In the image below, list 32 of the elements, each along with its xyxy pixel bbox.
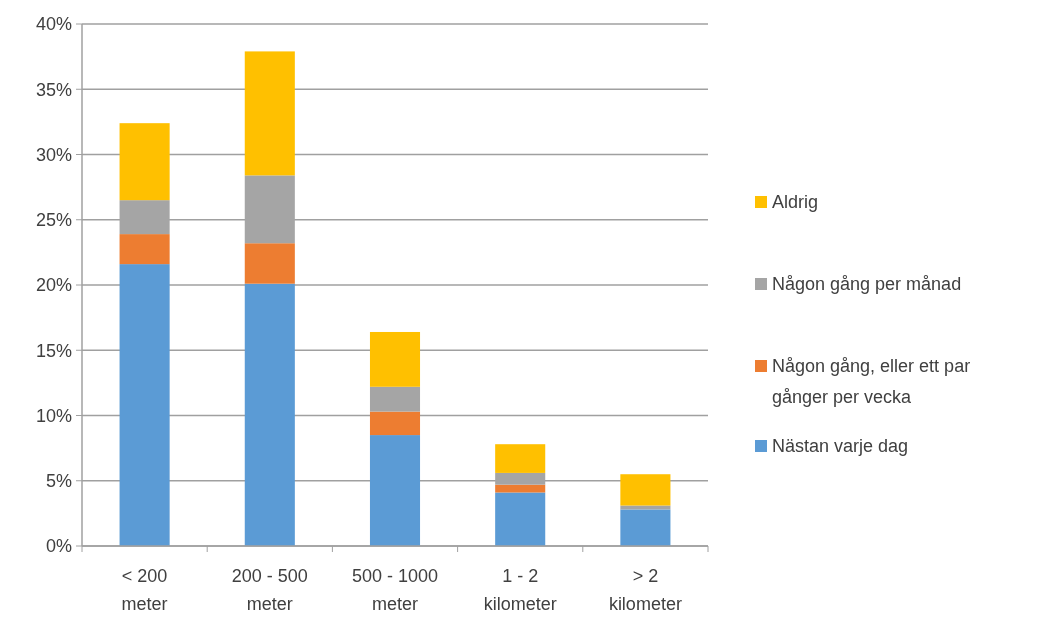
- y-tick-label: 40%: [35, 14, 72, 35]
- x-tick-label: 1 - 2 kilometer: [483, 566, 557, 614]
- bar: [369, 331, 421, 387]
- bar: [620, 509, 671, 546]
- x-tick-label: 500 - 1000 meter: [351, 566, 439, 614]
- bar: [244, 243, 295, 284]
- bar: [620, 474, 671, 506]
- y-tick-label: 35%: [35, 79, 72, 100]
- legend-label: Nästan varje dag: [772, 436, 909, 457]
- bar: [495, 444, 546, 473]
- bar: [244, 283, 295, 546]
- y-tick-label: 30%: [35, 144, 72, 165]
- x-tick-label: < 200 meter: [121, 566, 168, 614]
- legend-label: Någon gång, eller ett par gånger per vecka: [772, 356, 971, 408]
- y-tick-label: 0%: [45, 536, 72, 557]
- x-tick-label: 200 - 500 meter: [231, 566, 308, 614]
- bar: [244, 51, 295, 176]
- y-tick-label: 20%: [35, 275, 72, 296]
- y-tick-label: 15%: [35, 340, 72, 361]
- bar: [119, 234, 170, 265]
- y-tick-label: 10%: [35, 405, 72, 426]
- bar: [369, 411, 421, 436]
- y-tick-label: 25%: [35, 210, 72, 231]
- bar: [495, 492, 546, 546]
- legend-label: Aldrig: [772, 192, 819, 213]
- bar: [119, 264, 170, 546]
- legend-label: Någon gång per månad: [772, 274, 962, 295]
- x-tick-label: > 2 kilometer: [608, 566, 682, 614]
- bar: [369, 386, 421, 412]
- bar: [119, 123, 170, 201]
- y-tick-label: 5%: [45, 471, 72, 492]
- bar: [369, 435, 421, 546]
